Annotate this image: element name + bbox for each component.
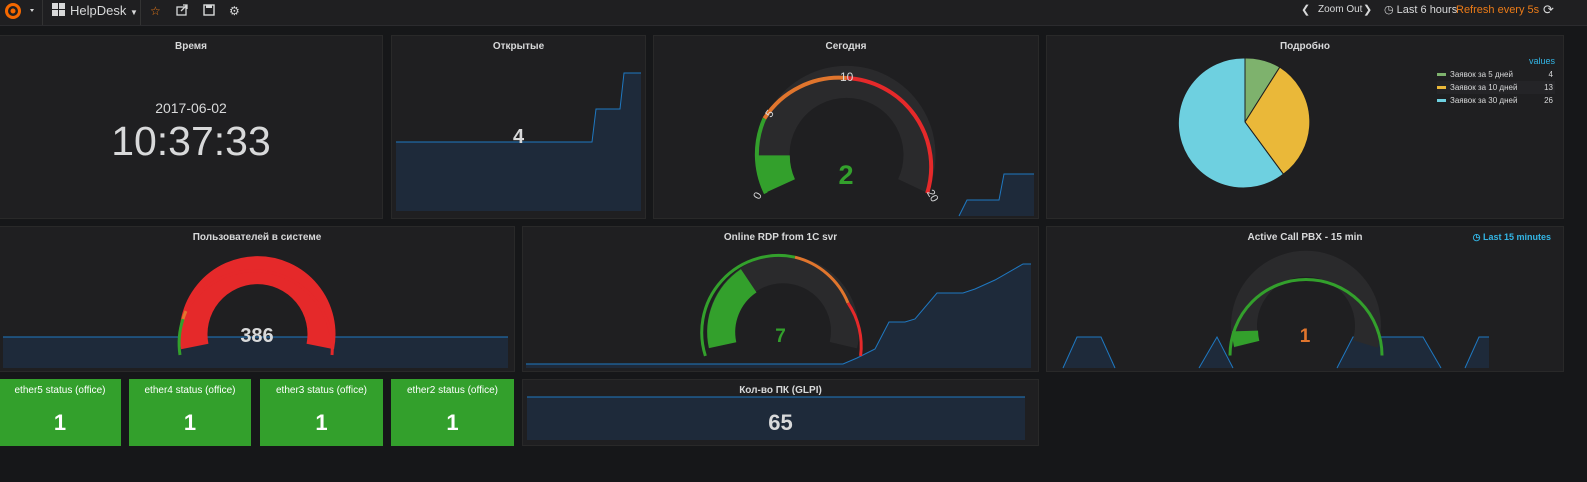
panel-users: Пользователей в системе 386 [0, 226, 515, 372]
panel-title: ether3 status (office) [276, 385, 367, 396]
legend-label: Заявок за 10 дней [1450, 83, 1518, 92]
gauge-today [754, 65, 1034, 217]
panel-ether2: ether2 status (office) 1 [391, 379, 514, 446]
gauge-value: 1 [1299, 326, 1311, 347]
settings-gear-icon[interactable]: ⚙ [229, 4, 240, 18]
legend-swatch [1437, 86, 1446, 90]
panel-title: ether5 status (office) [14, 385, 106, 396]
panel-ether5: ether5 status (office) 1 [0, 379, 121, 446]
gauge-users [3, 256, 508, 368]
dashboard-title: HelpDesk [70, 3, 127, 18]
stat-value: 4 [512, 126, 525, 148]
panel-title: Active Call PBX - 15 min [1247, 232, 1363, 243]
gauge-value: 2 [838, 160, 854, 190]
gauge-pbx [1062, 250, 1489, 369]
panel-detail: Подробно values Заявок за 5 дней 4 Заяво… [1046, 35, 1564, 219]
gauge-tick: 10 [840, 70, 854, 84]
legend-swatch [1437, 99, 1446, 103]
refresh-icon[interactable]: ⟳ [1543, 2, 1554, 17]
time-range-label: Last 6 hours [1396, 4, 1458, 16]
star-icon[interactable]: ☆ [150, 4, 161, 18]
panel-title: ether4 status (office) [144, 385, 236, 396]
stat-value: 1 [446, 410, 459, 435]
nav-separator [42, 0, 43, 25]
panel-time: Время 2017-06-02 10:37:33 [0, 35, 383, 219]
panel-title: Подробно [1279, 41, 1331, 52]
legend-swatch [1437, 73, 1446, 77]
nav-separator [140, 0, 141, 25]
panel-title: Кол-во ПК (GLPI) [739, 385, 822, 396]
panel-glpi: Кол-во ПК (GLPI) 65 [522, 379, 1039, 446]
dashboard-picker[interactable]: HelpDesk ▼ [52, 0, 138, 25]
gauge-value: 386 [240, 325, 274, 347]
sparkline-glpi [527, 396, 1025, 440]
chevron-right-icon[interactable]: ❯ [1363, 4, 1373, 16]
pie-legend: values Заявок за 5 дней 4 Заявок за 10 д… [1437, 55, 1555, 107]
panel-title: Открытые [492, 41, 545, 52]
time-picker[interactable]: ◷ Last 6 hours [1384, 0, 1457, 25]
panel-title: Сегодня [825, 41, 867, 52]
top-navbar: HelpDesk ▼ ☆ ⚙ ❮ Zoom Out ❯ ◷ Last 6 hou… [0, 0, 1587, 26]
chevron-left-icon[interactable]: ❮ [1301, 4, 1311, 16]
stat-value: 1 [53, 410, 67, 435]
panel-title: Online RDP from 1C svr [723, 232, 838, 243]
panel-title: Время [175, 41, 207, 52]
panel-ether4: ether4 status (office) 1 [129, 379, 251, 446]
panel-title: ether2 status (office) [407, 385, 498, 396]
refresh-interval[interactable]: Refresh every 5s [1456, 4, 1540, 16]
panel-ether3: ether3 status (office) 1 [260, 379, 383, 446]
legend-item[interactable]: Заявок за 10 дней 13 [1437, 81, 1555, 94]
grafana-logo-menu[interactable] [0, 0, 40, 25]
pie-chart [1177, 57, 1311, 189]
gauge-value: 7 [775, 326, 786, 347]
stat-value: 1 [315, 410, 328, 435]
caret-down-icon: ▼ [129, 8, 138, 17]
grafana-logo-icon [5, 3, 34, 19]
time-override-info: ◷ Last 15 minutes [1473, 232, 1551, 243]
legend-value: 4 [1548, 70, 1553, 79]
sparkline-open [396, 72, 641, 211]
clock-icon: ◷ [1384, 4, 1394, 16]
legend-label: Заявок за 30 дней [1450, 96, 1518, 105]
panel-title: Пользователей в системе [192, 232, 322, 243]
stat-value: 65 [768, 410, 793, 435]
legend-value: 13 [1544, 83, 1553, 92]
legend-label: Заявок за 5 дней [1450, 70, 1513, 79]
dashboard-grid-icon [52, 1, 65, 23]
gauge-rdp [526, 254, 1031, 368]
legend-header: values [1528, 56, 1555, 66]
clock-icon: ◷ [1472, 232, 1481, 242]
legend-item[interactable]: Заявок за 5 дней 4 [1437, 68, 1555, 81]
zoom-out-button[interactable]: Zoom Out [1318, 4, 1363, 15]
legend-item[interactable]: Заявок за 30 дней 26 [1437, 94, 1555, 107]
legend-value: 26 [1544, 96, 1553, 105]
panel-today: Сегодня 0 5 10 20 2 [653, 35, 1039, 219]
stat-value: 1 [183, 410, 197, 435]
save-icon[interactable] [203, 4, 215, 19]
share-icon[interactable] [176, 4, 188, 19]
panel-rdp: Online RDP from 1C svr 7 [522, 226, 1039, 372]
panel-open: Открытые 4 [391, 35, 646, 219]
time-override-label: Last 15 minutes [1482, 232, 1551, 242]
clock-date: 2017-06-02 [155, 100, 227, 116]
panel-pbx: Active Call PBX - 15 min ◷ Last 15 minut… [1046, 226, 1564, 372]
clock-time: 10:37:33 [111, 118, 271, 164]
